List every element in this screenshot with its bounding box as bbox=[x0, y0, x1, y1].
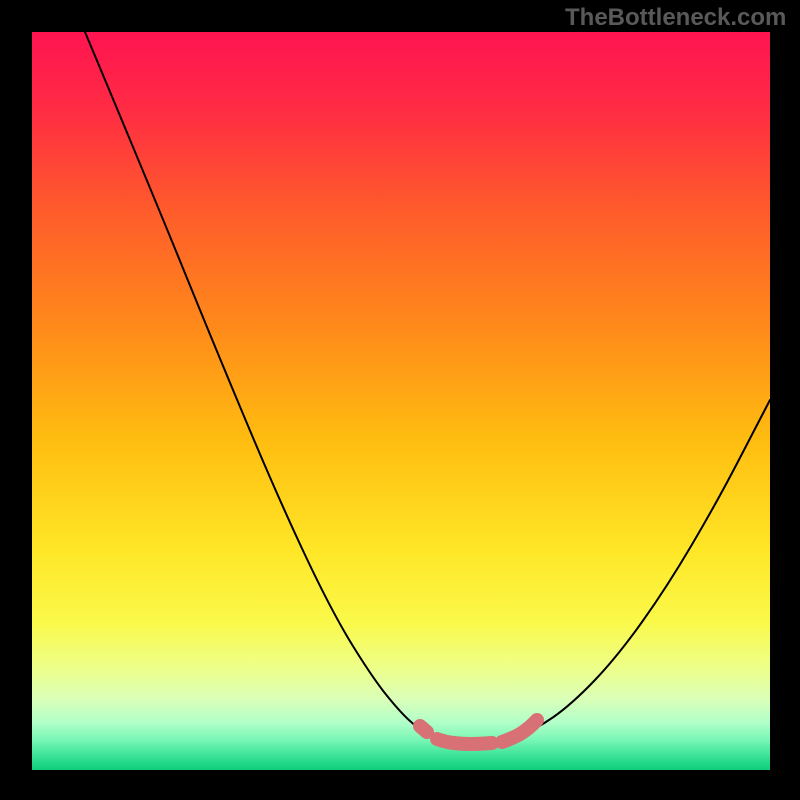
gradient-background bbox=[32, 32, 770, 770]
plot-svg bbox=[32, 32, 770, 770]
plot-area bbox=[32, 32, 770, 770]
highlight-segment bbox=[437, 739, 492, 744]
watermark-text: TheBottleneck.com bbox=[565, 4, 786, 32]
highlight-segment bbox=[420, 726, 427, 732]
